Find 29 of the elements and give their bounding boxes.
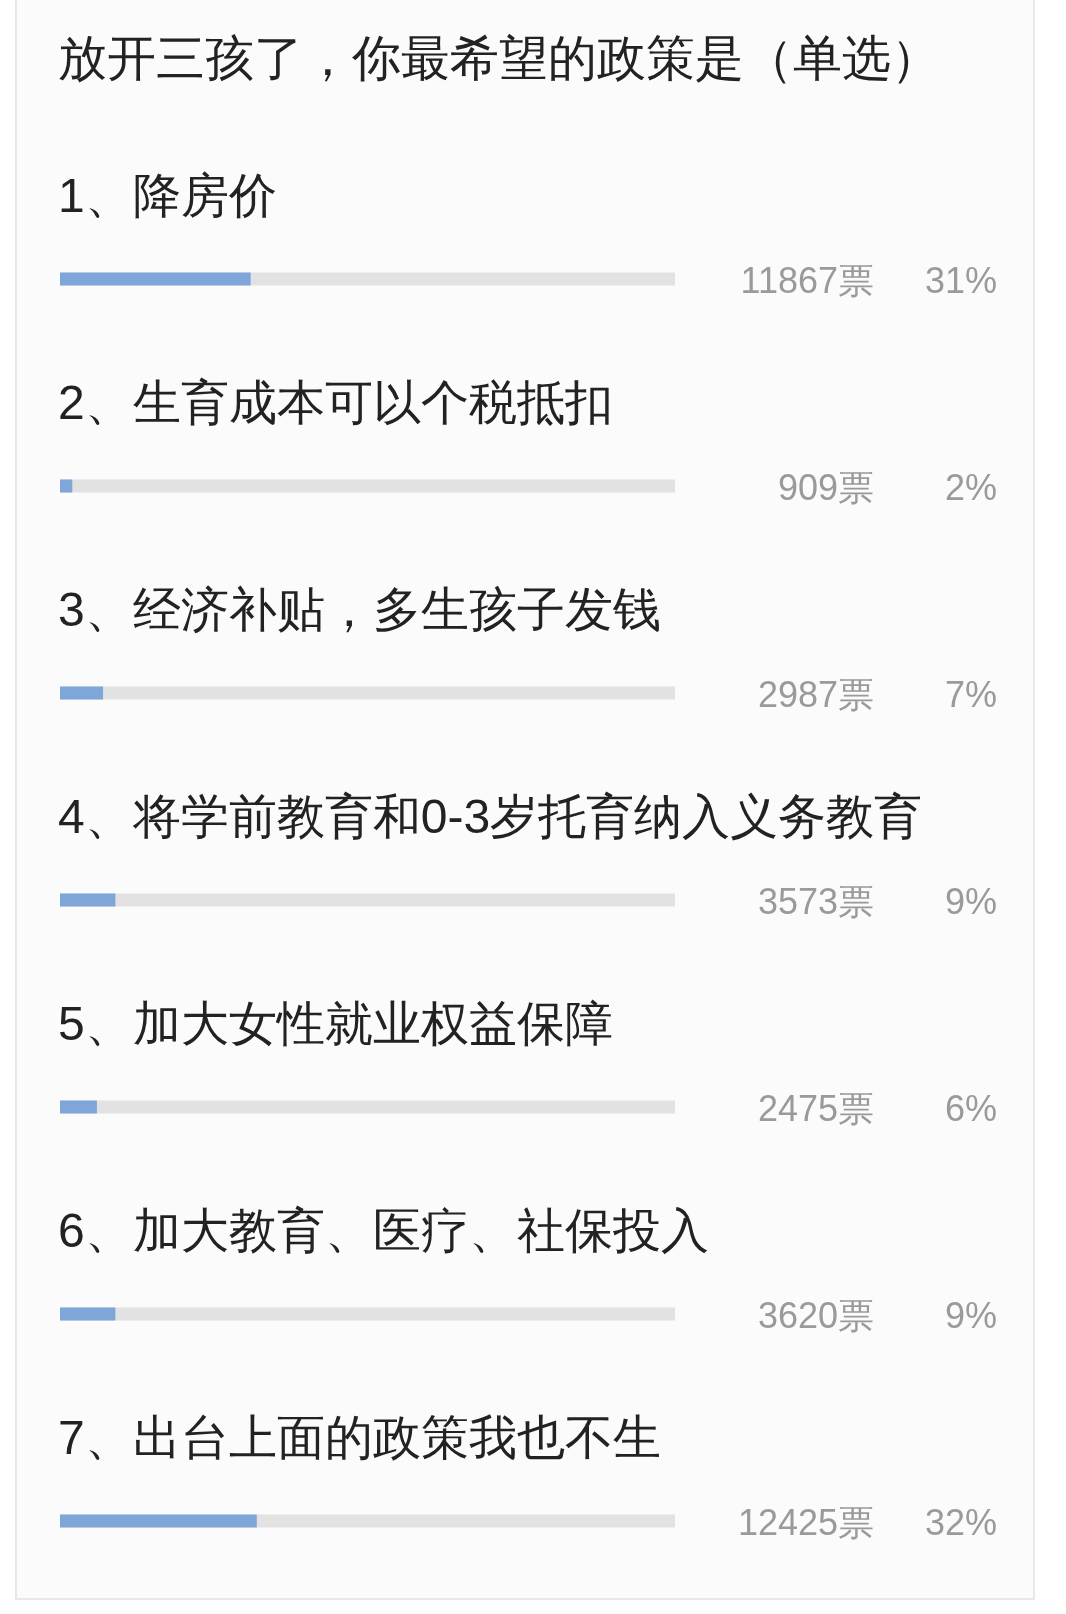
text: 2475票: [757, 1087, 874, 1129]
text: 2987票: [757, 673, 874, 715]
y-tick-label: 2、生育成本可以个税抵扣: [58, 375, 613, 429]
y-tick-label: 7、出台上面的政策我也不生: [58, 1410, 661, 1464]
y-tick-label: 3、经济补贴，多生孩子发钱: [58, 582, 661, 636]
bar: [60, 893, 116, 907]
bar: [60, 1514, 257, 1528]
text: 909票: [777, 466, 874, 508]
bar: [60, 1307, 116, 1321]
y-tick-label: 1、降房价: [58, 168, 277, 222]
text: 12425票: [737, 1501, 874, 1543]
text: 3620票: [757, 1294, 874, 1336]
bar: [60, 272, 251, 286]
data-label: 32%: [924, 1501, 997, 1543]
data-label: 9%: [944, 880, 997, 922]
data-label: 7%: [944, 673, 997, 715]
y-tick-label: 5、加大女性就业权益保障: [58, 996, 613, 1050]
y-tick-label: 4、将学前教育和0-3岁托育纳入义务教育: [58, 789, 923, 843]
data-label: 9%: [944, 1294, 997, 1336]
chart-title: 放开三孩了，你最希望的政策是（单选）: [58, 31, 940, 85]
y-tick-label: 6、加大教育、医疗、社保投入: [58, 1203, 709, 1257]
bar: [60, 1100, 97, 1114]
data-label: 2%: [944, 466, 997, 508]
bar: [60, 686, 104, 700]
data-label: 31%: [924, 259, 997, 301]
data-label: 6%: [944, 1087, 997, 1129]
text: 3573票: [757, 880, 874, 922]
text: 11867票: [740, 259, 874, 301]
bar: [60, 479, 73, 493]
